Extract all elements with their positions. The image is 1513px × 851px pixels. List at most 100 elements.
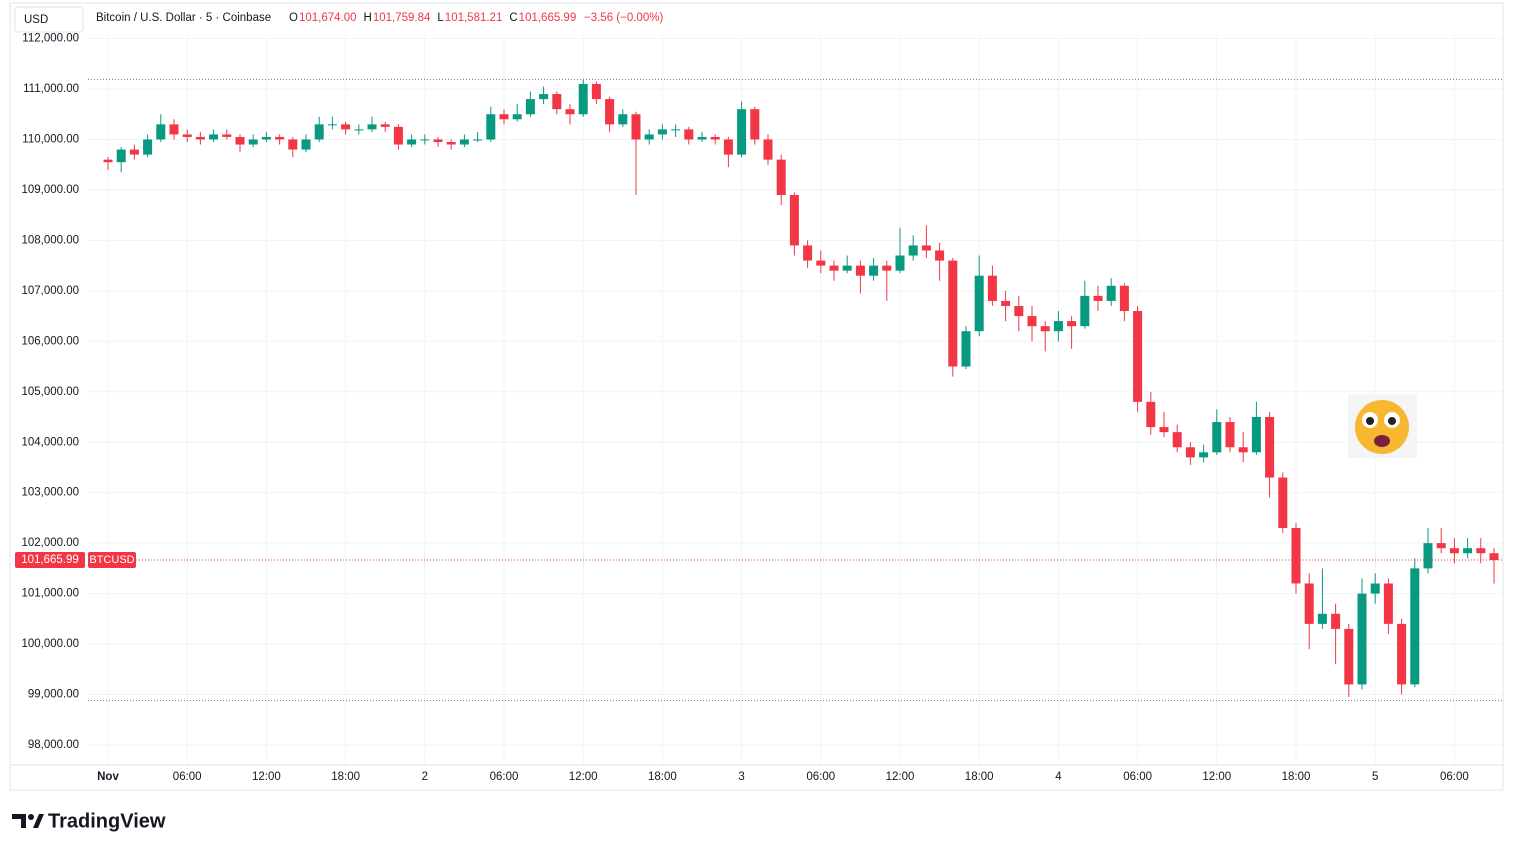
candle-body [921, 245, 931, 251]
candle-body [591, 83, 601, 100]
x-tick-label: 18:00 [965, 771, 994, 783]
candle-body [750, 109, 760, 140]
brand[interactable]: TradingView [48, 810, 166, 832]
candle-body [776, 159, 786, 195]
ohlc-value: 101,759.84 [373, 12, 431, 24]
candle-body [156, 124, 166, 140]
candle-body [1331, 613, 1341, 629]
x-tick-label: 12:00 [252, 771, 281, 783]
candle-body [697, 136, 707, 140]
candle-body [1106, 285, 1116, 301]
candle-body [882, 265, 892, 271]
ohlc-value: 101,674.00 [299, 12, 357, 24]
candle-body [275, 136, 285, 140]
candle-body [433, 139, 443, 142]
candle-body [143, 139, 153, 155]
ohlc-key: O [289, 12, 298, 24]
x-tick-label: 18:00 [1282, 771, 1311, 783]
candle-body [1463, 548, 1473, 554]
candle-body [1185, 447, 1195, 458]
candle-body [737, 109, 747, 155]
ohlc-key: L [437, 12, 444, 24]
candle-body [1146, 401, 1156, 428]
candle-body [1080, 295, 1090, 327]
candle-body [1199, 452, 1209, 458]
y-tick-label: 105,000.00 [21, 386, 79, 398]
candle-body [605, 99, 615, 125]
brand-logo [12, 814, 44, 828]
currency[interactable]: USD [24, 14, 48, 26]
candle-body [1291, 527, 1301, 584]
currency-box[interactable] [14, 6, 84, 33]
candle-body [1383, 583, 1393, 624]
candle-body [842, 265, 852, 271]
candle-body [1040, 326, 1050, 332]
candle-body [657, 129, 667, 135]
candle-body [1317, 613, 1327, 624]
emoji-pupil [1366, 417, 1374, 425]
candle-body [803, 245, 813, 261]
logo-shape [33, 814, 44, 828]
candle-body [1067, 321, 1077, 327]
candle-body [129, 149, 139, 155]
candle-body [1476, 548, 1486, 554]
candle-body [539, 94, 549, 100]
candle-body [1238, 447, 1248, 453]
candle-body [195, 136, 205, 140]
ohlc-key: H [364, 12, 372, 24]
x-tick-label: 06:00 [173, 771, 202, 783]
candle-body [1370, 583, 1380, 594]
candle-body [644, 134, 654, 140]
candle-body [314, 124, 324, 140]
candle-body [1423, 543, 1433, 569]
candle-body [829, 265, 839, 271]
ohlc-legend: O 101,674.00 H 101,759.84 L 101,581.21 C 101,66… [289, 12, 576, 24]
y-tick-label: 108,000.00 [21, 234, 79, 246]
y-tick-label: 109,000.00 [21, 184, 79, 196]
candle-body [816, 260, 826, 266]
candles [103, 79, 1499, 698]
candle-body [248, 139, 258, 145]
candle-body [855, 265, 865, 276]
candle-body [1159, 427, 1169, 433]
candle-body [1397, 623, 1407, 685]
candle-body [1225, 422, 1235, 448]
last-price-label: 101,665.99 [21, 554, 79, 566]
candle-body [961, 331, 971, 367]
candle-body [354, 129, 364, 131]
overlay: 101,665.99 BTCUSD [15, 78, 1503, 702]
x-tick-label: 4 [1055, 771, 1062, 783]
candle-body [367, 124, 377, 130]
logo-shape [12, 814, 26, 828]
candle-body [1449, 548, 1459, 554]
y-tick-label: 112,000.00 [22, 33, 79, 45]
x-tick-label: 06:00 [806, 771, 835, 783]
candle-body [1278, 477, 1288, 528]
candle-body [671, 129, 681, 131]
x-tick-label: 12:00 [886, 771, 915, 783]
candle-body [327, 124, 337, 126]
x-tick-label: 3 [738, 771, 744, 783]
candle-body [1119, 285, 1129, 312]
candle-body [1265, 416, 1275, 478]
x-tick-label: 5 [1372, 771, 1378, 783]
candle-body [459, 139, 469, 145]
candle-body [1357, 593, 1367, 685]
candle-body [486, 114, 496, 140]
candle-body [512, 114, 522, 120]
candle-body [499, 114, 509, 120]
candle-body [222, 134, 232, 137]
ohlc-value: 101,665.99 [519, 12, 577, 24]
candle-body [869, 265, 879, 276]
candle-body [288, 139, 298, 150]
candle-body [710, 136, 720, 140]
candle-body [420, 139, 430, 141]
candle-body [763, 139, 773, 160]
x-tick-label: Nov [97, 771, 119, 783]
y-tick-label: 101,000.00 [21, 588, 79, 600]
candle-body [789, 194, 799, 246]
y-tick-label: 104,000.00 [21, 436, 79, 448]
candle-body [1001, 300, 1011, 306]
